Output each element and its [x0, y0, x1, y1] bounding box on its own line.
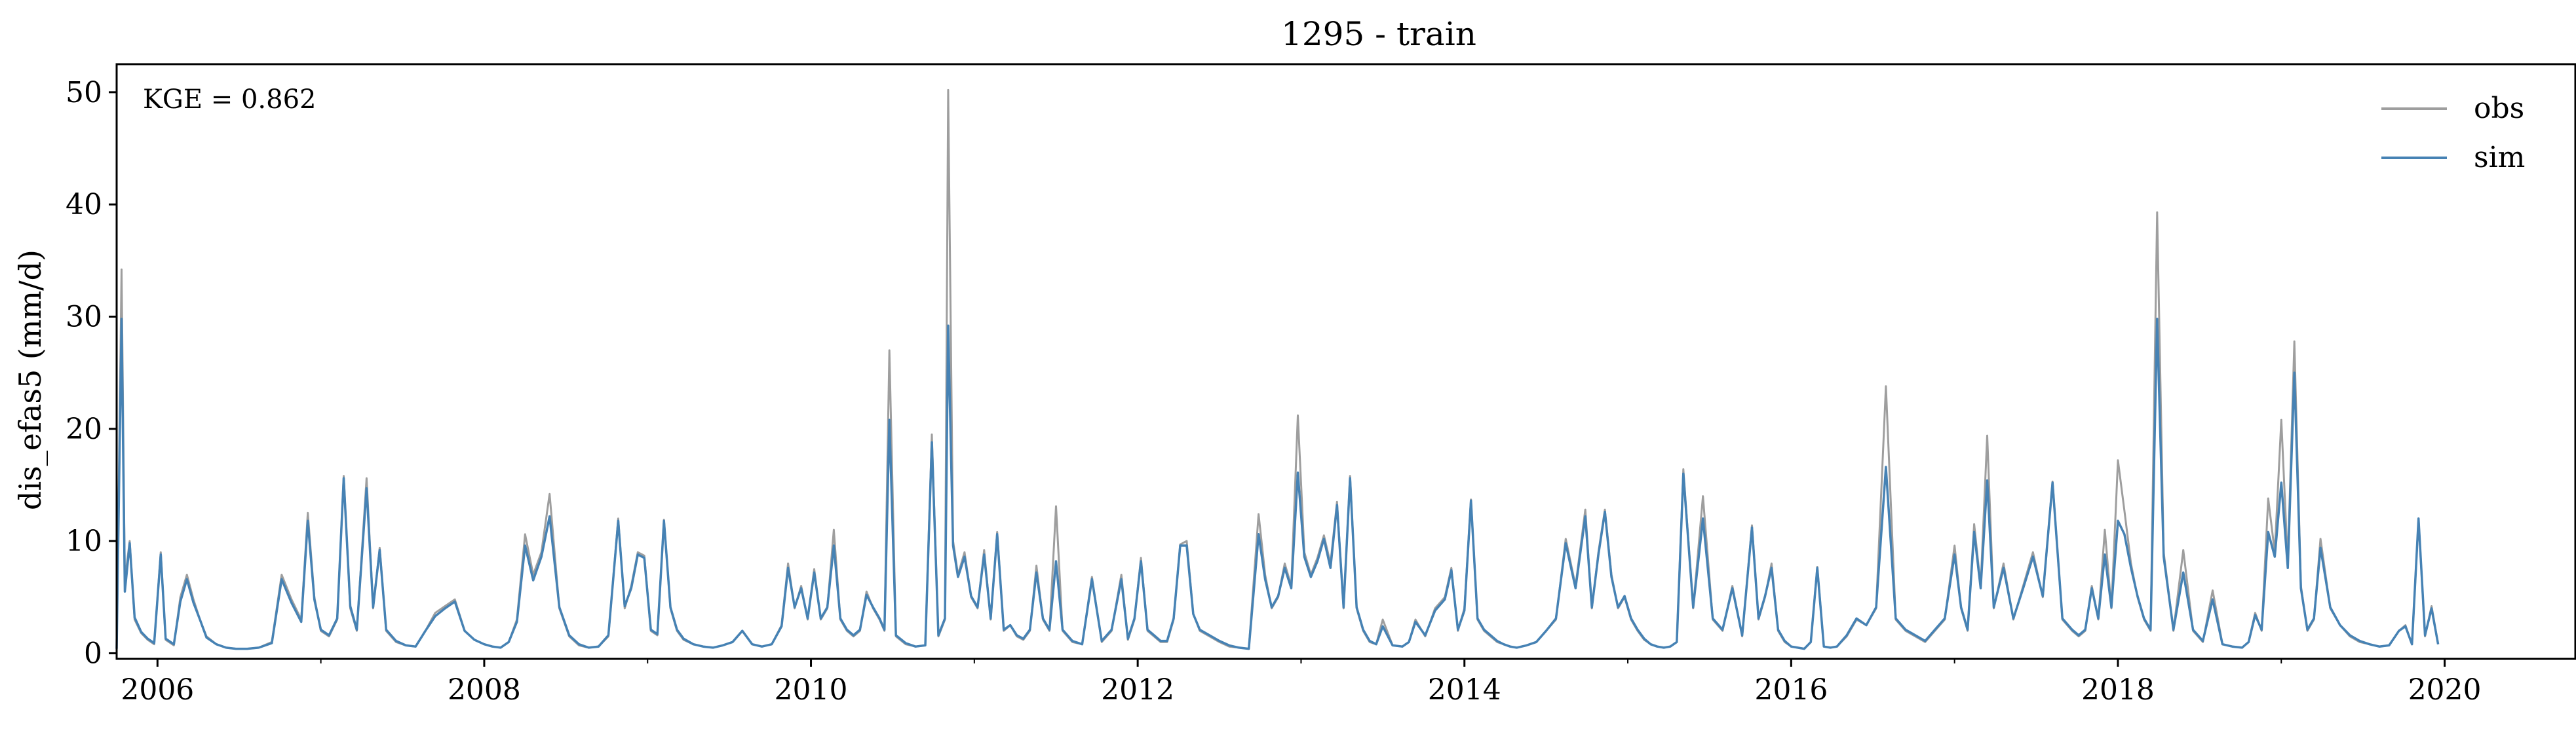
plot-area: 2006 2008 2010 2012 2014 2016 2018 2020 0 10 20 30…: [66, 63, 2576, 707]
x-tick-label-2014: 2014: [1428, 673, 1501, 707]
y-tick-label-30: 30: [66, 300, 102, 333]
x-tick-label-2008: 2008: [448, 673, 521, 707]
y-tick-label-10: 10: [66, 525, 102, 558]
x-tick-label-2012: 2012: [1101, 673, 1174, 707]
series-line-sim: [115, 318, 2440, 650]
kge-annotation: KGE = 0.862: [143, 84, 317, 115]
legend-obs-label: obs: [2474, 92, 2524, 125]
series-layer: [115, 88, 2440, 650]
y-axis-label: dis_efas5 (mm/d): [12, 250, 48, 510]
y-tick-label-20: 20: [66, 413, 102, 446]
y-tick-label-40: 40: [66, 188, 102, 221]
legend: obs sim: [2381, 92, 2525, 174]
plot-frame: [115, 63, 2576, 660]
series-line-obs: [115, 88, 2440, 650]
x-tick-label-2018: 2018: [2081, 673, 2155, 707]
x-axis: 2006 2008 2010 2012 2014 2016 2018 2020: [121, 659, 2482, 707]
y-tick-label-0: 0: [84, 637, 102, 670]
x-tick-label-2016: 2016: [1754, 673, 1828, 707]
legend-sim-label: sim: [2474, 141, 2525, 174]
x-tick-label-2020: 2020: [2408, 673, 2482, 707]
legend-item-sim: sim: [2381, 141, 2525, 174]
y-tick-label-50: 50: [66, 76, 102, 109]
y-axis: 0 10 20 30 40 50: [66, 76, 117, 670]
x-tick-label-2010: 2010: [775, 673, 848, 707]
chart-title: 1295 - train: [1281, 15, 1476, 53]
x-tick-label-2006: 2006: [121, 673, 194, 707]
legend-item-obs: obs: [2381, 92, 2524, 125]
